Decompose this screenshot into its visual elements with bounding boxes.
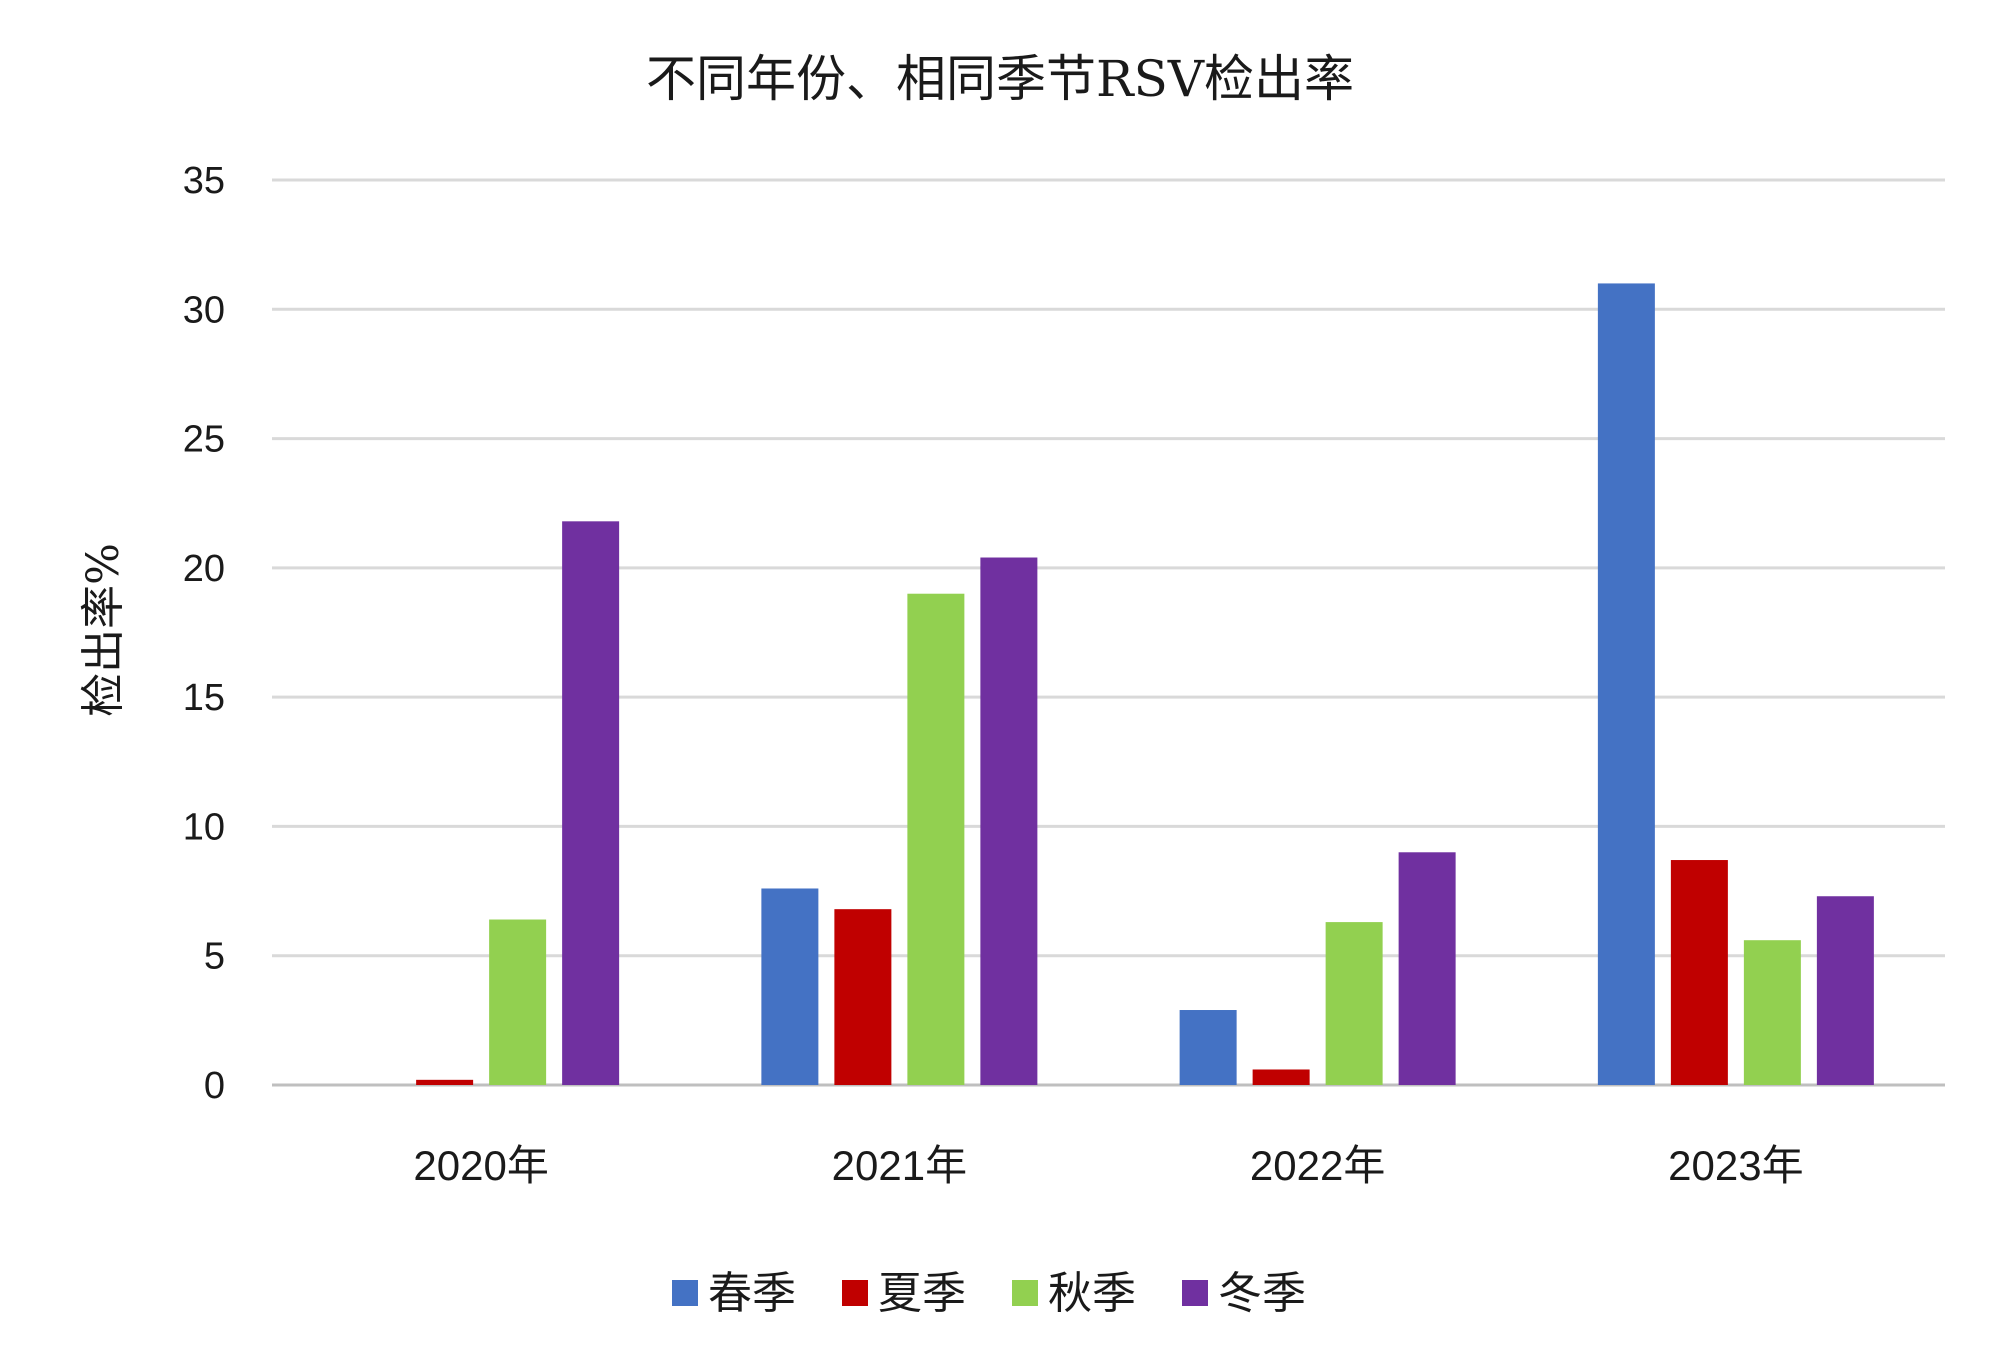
x-axis-ticks: 2020年 2021年 2022年 2023年: [413, 1142, 1803, 1189]
bar: [1398, 852, 1456, 1085]
bar: [1597, 283, 1655, 1085]
x-tick-label: 2023年: [1668, 1142, 1803, 1189]
bar: [1743, 940, 1801, 1085]
y-tick-label: 30: [183, 289, 225, 331]
bar: [834, 909, 892, 1085]
y-tick-label: 5: [204, 936, 225, 978]
y-tick-label: 10: [183, 806, 225, 848]
legend-swatch: [842, 1280, 868, 1306]
bar: [1252, 1069, 1310, 1085]
bar: [907, 593, 965, 1085]
x-tick-label: 2020年: [413, 1142, 548, 1189]
legend-label: 春季: [708, 1268, 796, 1319]
bar: [416, 1079, 474, 1085]
bar: [1670, 860, 1728, 1085]
legend-swatch: [1012, 1280, 1038, 1306]
y-axis-label: 检出率%: [78, 543, 129, 717]
bar: [562, 521, 620, 1085]
legend-label: 秋季: [1048, 1268, 1136, 1319]
bar: [1325, 922, 1383, 1085]
x-tick-label: 2021年: [832, 1142, 967, 1189]
y-tick-label: 15: [183, 677, 225, 719]
y-axis-ticks: 0 5 10 15 20 25 30 35: [183, 160, 225, 1107]
legend: 春季 夏季 秋季 冬季: [672, 1268, 1306, 1319]
legend-label: 冬季: [1218, 1268, 1306, 1319]
legend-label: 夏季: [878, 1268, 966, 1319]
gridlines: [272, 178, 1945, 1087]
bar: [1816, 896, 1874, 1085]
bar: [1179, 1010, 1237, 1085]
x-tick-label: 2022年: [1250, 1142, 1385, 1189]
y-tick-label: 25: [183, 419, 225, 461]
y-tick-label: 0: [204, 1065, 225, 1107]
bar: [761, 888, 819, 1085]
chart-title: 不同年份、相同季节RSV检出率: [646, 50, 1354, 108]
legend-swatch: [672, 1280, 698, 1306]
y-tick-label: 35: [183, 160, 225, 202]
legend-swatch: [1182, 1280, 1208, 1306]
bar: [489, 919, 547, 1085]
y-tick-label: 20: [183, 548, 225, 590]
bar: [980, 557, 1038, 1085]
bars: [416, 283, 1874, 1085]
